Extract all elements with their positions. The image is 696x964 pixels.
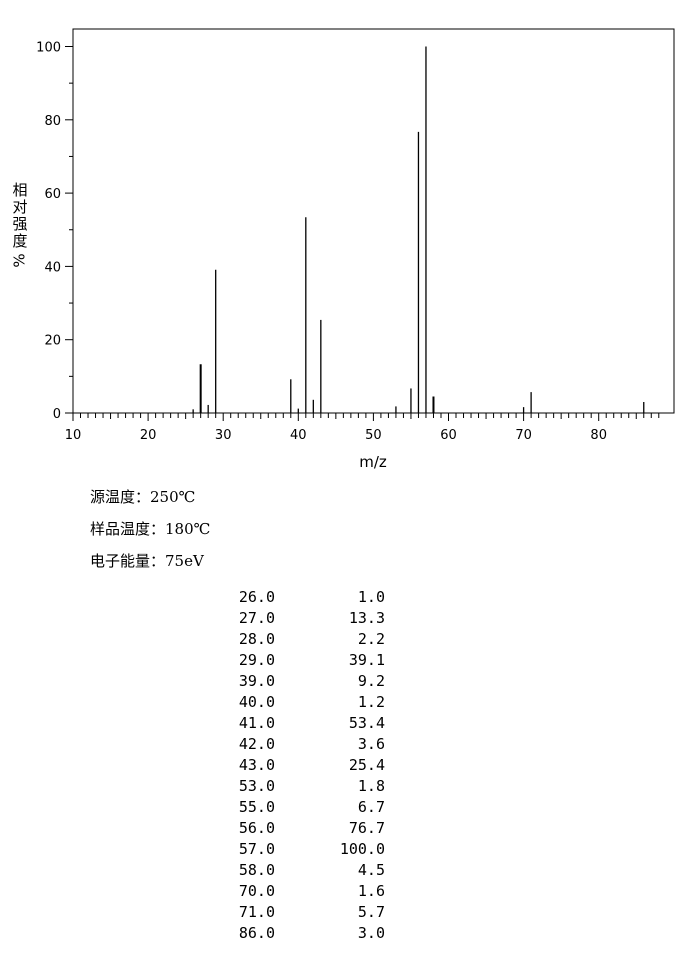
abundance-value: 53.4: [348, 714, 385, 732]
abundance-value: 1.6: [357, 882, 385, 900]
mz-value: 42.0: [238, 735, 275, 753]
table-row: 55.0 6.7: [200, 797, 385, 818]
mz-value: 57.0: [238, 840, 275, 858]
y-tick-label: 80: [44, 114, 61, 129]
y-tick-label: 20: [44, 334, 61, 349]
mz-value: 28.0: [238, 630, 275, 648]
mz-value: 43.0: [238, 756, 275, 774]
abundance-value: 4.5: [357, 861, 385, 879]
mz-value: 58.0: [238, 861, 275, 879]
mz-value: 41.0: [238, 714, 275, 732]
table-row: 39.0 9.2: [200, 671, 385, 692]
sample-temperature: 样品温度：180℃: [90, 520, 211, 538]
mass-spectrum-chart: 10 20 30 40 50 60 70 80 0 20 40 60 80 100 m/z: [36, 28, 675, 471]
plot-frame: [72, 28, 675, 414]
table-row: 56.0 76.7: [200, 818, 385, 839]
x-tick-label: 70: [515, 428, 532, 443]
table-row: 70.0 1.6: [200, 881, 385, 902]
abundance-value: 100.0: [339, 840, 385, 858]
table-row: 71.0 5.7: [200, 902, 385, 923]
table-row: 27.0 13.3: [200, 608, 385, 629]
y-axis-label-char: 度: [12, 232, 28, 250]
peak-list-table: 26.0 1.0 27.0 13.3 28.0 2.2 29.0 39.1 39.0 9.2 40.…: [200, 587, 385, 944]
mz-value: 40.0: [238, 693, 275, 711]
spectrum-peaks: [192, 46, 645, 413]
table-row: 42.0 3.6: [200, 734, 385, 755]
abundance-value: 5.7: [357, 903, 385, 921]
table-row: 43.0 25.4: [200, 755, 385, 776]
mz-value: 26.0: [238, 588, 275, 606]
electron-energy: 电子能量：75eV: [90, 552, 204, 570]
y-axis-label-char: 相: [12, 181, 28, 199]
table-row: 86.0 3.0: [200, 923, 385, 944]
x-tick-label: 40: [290, 428, 307, 443]
y-tick-label: 40: [44, 260, 61, 275]
table-row: 57.0 100.0: [200, 839, 385, 860]
table-row: 58.0 4.5: [200, 860, 385, 881]
source-temperature: 源温度：250℃: [90, 488, 196, 506]
abundance-value: 1.0: [357, 588, 385, 606]
abundance-value: 1.8: [357, 777, 385, 795]
table-row: 53.0 1.8: [200, 776, 385, 797]
abundance-value: 3.6: [357, 735, 385, 753]
x-tick-label: 20: [140, 428, 157, 443]
table-row: 26.0 1.0: [200, 587, 385, 608]
table-row: 29.0 39.1: [200, 650, 385, 671]
mz-value: 39.0: [238, 672, 275, 690]
abundance-value: 25.4: [348, 756, 385, 774]
x-tick-label: 30: [215, 428, 232, 443]
mz-value: 56.0: [238, 819, 275, 837]
y-tick-label: 100: [36, 41, 61, 56]
y-axis-label-char: %: [10, 253, 29, 268]
x-tick-label: 50: [365, 428, 382, 443]
x-tick-label: 80: [590, 428, 607, 443]
x-tick-label: 10: [65, 428, 82, 443]
mz-value: 53.0: [238, 777, 275, 795]
experiment-conditions: 源温度：250℃ 样品温度：180℃ 电子能量：75eV: [90, 484, 210, 580]
y-axis-ticks: 0 20 40 60 80 100: [36, 41, 73, 422]
table-row: 40.0 1.2: [200, 692, 385, 713]
abundance-value: 6.7: [357, 798, 385, 816]
table-row: 41.0 53.4: [200, 713, 385, 734]
abundance-value: 13.3: [348, 609, 385, 627]
abundance-value: 3.0: [357, 924, 385, 942]
x-axis-label: m/z: [359, 453, 387, 471]
mz-value: 70.0: [238, 882, 275, 900]
abundance-value: 39.1: [348, 651, 385, 669]
y-axis-label-char: 对: [12, 198, 28, 216]
abundance-value: 9.2: [357, 672, 385, 690]
mz-value: 86.0: [238, 924, 275, 942]
y-tick-label: 0: [53, 407, 61, 422]
mz-value: 55.0: [238, 798, 275, 816]
y-axis-label: 相对强度%: [10, 182, 30, 269]
mz-value: 27.0: [238, 609, 275, 627]
abundance-value: 2.2: [357, 630, 385, 648]
x-tick-label: 60: [440, 428, 457, 443]
y-tick-label: 60: [44, 187, 61, 202]
mz-value: 71.0: [238, 903, 275, 921]
table-row: 28.0 2.2: [200, 629, 385, 650]
x-axis-ticks: 10 20 30 40 50 60 70 80: [65, 413, 660, 443]
abundance-value: 1.2: [357, 693, 385, 711]
mz-value: 29.0: [238, 651, 275, 669]
abundance-value: 76.7: [348, 819, 385, 837]
y-axis-label-char: 强: [12, 215, 28, 233]
